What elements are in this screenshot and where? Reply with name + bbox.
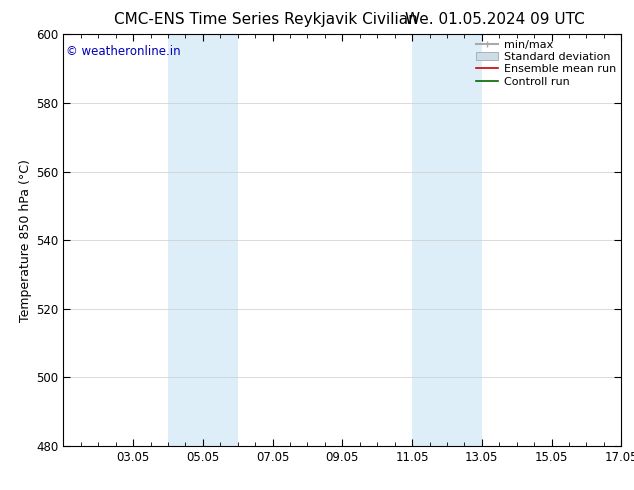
Legend: min/max, Standard deviation, Ensemble mean run, Controll run: min/max, Standard deviation, Ensemble me… (472, 37, 619, 90)
Bar (412, 34, 482, 446)
Y-axis label: Temperature 850 hPa (°C): Temperature 850 hPa (°C) (19, 159, 32, 321)
Text: CMC-ENS Time Series Reykjavik Civilian: CMC-ENS Time Series Reykjavik Civilian (114, 12, 418, 27)
Bar (168, 34, 238, 446)
Text: We. 01.05.2024 09 UTC: We. 01.05.2024 09 UTC (404, 12, 585, 27)
Text: © weatheronline.in: © weatheronline.in (66, 45, 181, 58)
